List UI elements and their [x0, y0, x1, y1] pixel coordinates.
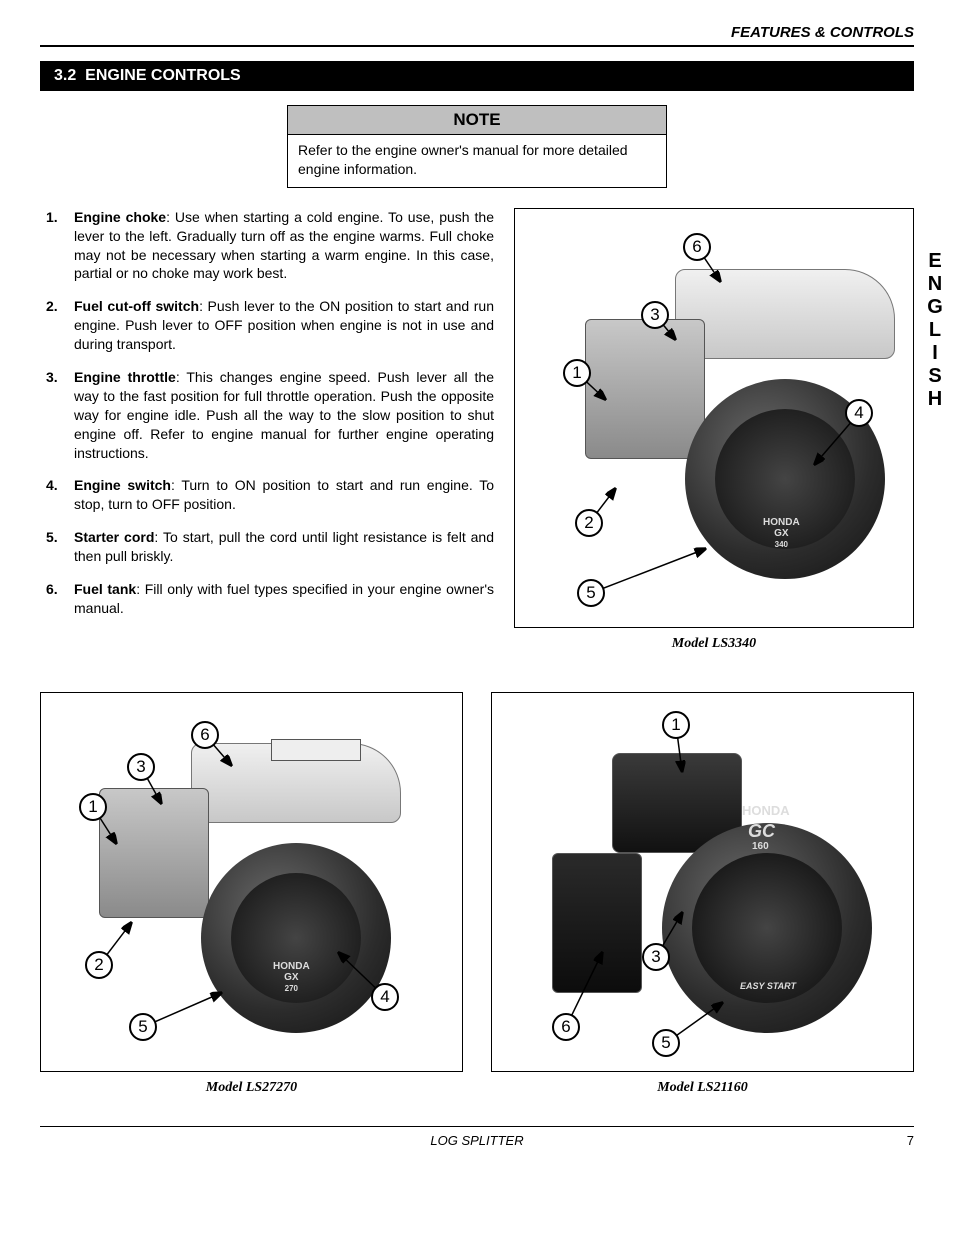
callout-5: 5 [129, 1013, 157, 1041]
figure-caption-ls3340: Model LS3340 [514, 636, 914, 652]
page-header-right: FEATURES & CONTROLS [40, 24, 914, 41]
callout-5: 5 [652, 1029, 680, 1057]
callout-6: 6 [683, 233, 711, 261]
control-item-title: Fuel cut-off switch [74, 298, 199, 314]
callout-2: 2 [85, 951, 113, 979]
figure-caption-ls21160: Model LS21160 [491, 1080, 914, 1096]
control-item-title: Starter cord [74, 529, 154, 545]
figure-ls3340: HONDAGX340 631425 [514, 208, 914, 628]
page-number: 7 [907, 1133, 914, 1148]
control-item-title: Engine throttle [74, 369, 176, 385]
control-list: Engine choke: Use when starting a cold e… [40, 208, 494, 618]
page-footer: LOG SPLITTER 7 [40, 1133, 914, 1148]
note-box: NOTE Refer to the engine owner's manual … [287, 105, 667, 188]
callout-4: 4 [371, 983, 399, 1011]
control-item-title: Engine switch [74, 477, 171, 493]
callout-1: 1 [79, 793, 107, 821]
callout-4: 4 [845, 399, 873, 427]
note-body: Refer to the engine owner's manual for m… [288, 135, 666, 187]
header-rule [40, 45, 914, 47]
section-number: 3.2 [54, 67, 76, 84]
note-title: NOTE [288, 106, 666, 135]
control-item: Engine switch: Turn to ON position to st… [40, 476, 494, 514]
callout-5: 5 [577, 579, 605, 607]
figure-ls21160: HONDA GC 160 EASY START 1365 [491, 692, 914, 1072]
callout-2: 2 [575, 509, 603, 537]
footer-rule [40, 1126, 914, 1127]
control-item: Fuel tank: Fill only with fuel types spe… [40, 580, 494, 618]
footer-title: LOG SPLITTER [430, 1133, 523, 1148]
control-item-text: : Fill only with fuel types specified in… [74, 581, 494, 616]
callout-6: 6 [552, 1013, 580, 1041]
callout-3: 3 [127, 753, 155, 781]
callout-1: 1 [563, 359, 591, 387]
callout-3: 3 [641, 301, 669, 329]
figure-ls27270: HONDAGX270 631245 [40, 692, 463, 1072]
section-heading: 3.2 ENGINE CONTROLS [40, 61, 914, 91]
control-item: Engine choke: Use when starting a cold e… [40, 208, 494, 284]
callout-3: 3 [642, 943, 670, 971]
section-title: ENGINE CONTROLS [85, 67, 241, 84]
language-tab: ENGLISH [923, 250, 946, 411]
figure-caption-ls27270: Model LS27270 [40, 1080, 463, 1096]
control-item-title: Engine choke [74, 209, 166, 225]
control-item: Fuel cut-off switch: Push lever to the O… [40, 297, 494, 354]
control-item: Starter cord: To start, pull the cord un… [40, 528, 494, 566]
callout-1: 1 [662, 711, 690, 739]
callout-6: 6 [191, 721, 219, 749]
control-item: Engine throttle: This changes engine spe… [40, 368, 494, 462]
control-item-title: Fuel tank [74, 581, 136, 597]
